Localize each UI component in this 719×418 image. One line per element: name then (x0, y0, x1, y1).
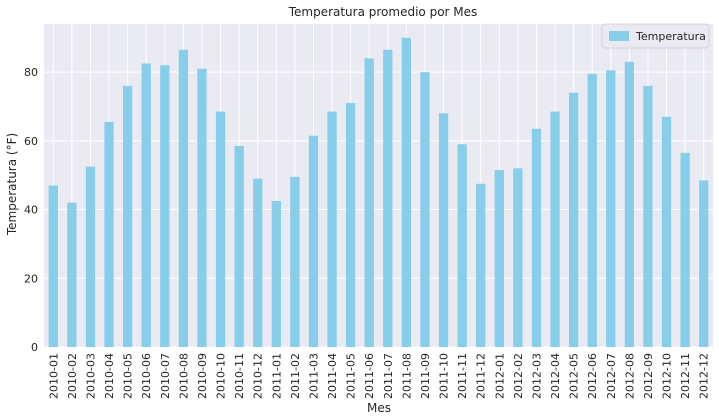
y-tick-label: 80 (24, 66, 38, 79)
x-tick-label: 2012-08 (623, 353, 636, 399)
x-tick-label: 2012-01 (493, 353, 506, 399)
bar (345, 103, 356, 347)
x-tick-label: 2011-08 (400, 353, 413, 399)
bar (253, 178, 263, 347)
y-tick-label: 60 (24, 135, 38, 148)
bar (308, 135, 319, 347)
x-tick-label: 2010-10 (215, 353, 228, 399)
x-tick-label: 2011-09 (419, 353, 432, 399)
x-tick-label: 2010-02 (66, 353, 79, 399)
x-tick-label: 2010-05 (122, 353, 135, 399)
x-tick-label: 2012-10 (661, 353, 674, 399)
bar (587, 73, 597, 348)
bar (606, 70, 616, 347)
bar (513, 168, 523, 347)
x-tick-label: 2011-12 (475, 353, 488, 399)
bar (67, 202, 77, 347)
bar (531, 128, 542, 347)
chart-title: Temperatura promedio por Mes (288, 5, 478, 19)
x-tick-label: 2012-06 (586, 353, 599, 399)
bar (699, 180, 709, 347)
bar (476, 183, 486, 347)
x-tick-label: 2010-04 (103, 353, 116, 399)
x-tick-label: 2011-06 (363, 353, 376, 399)
bar (290, 176, 300, 347)
x-tick-label: 2010-08 (177, 353, 190, 399)
bar (420, 72, 430, 347)
bar (104, 121, 114, 348)
x-tick-label: 2012-09 (642, 353, 655, 399)
legend-swatch (609, 31, 629, 41)
bar (680, 152, 690, 347)
x-tick-label: 2011-02 (289, 353, 302, 399)
x-tick-label: 2011-03 (307, 353, 320, 399)
bar (271, 200, 281, 347)
x-tick-label: 2012-04 (549, 353, 562, 399)
x-tick-label: 2010-07 (159, 353, 172, 399)
x-tick-label: 2012-02 (512, 353, 525, 399)
bar (624, 61, 635, 347)
x-tick-label: 2012-11 (679, 353, 692, 399)
x-tick-label: 2010-06 (140, 353, 153, 399)
bar (122, 85, 133, 347)
x-axis-label: Mes (367, 401, 391, 415)
x-tick-label: 2012-03 (530, 353, 543, 399)
bar (643, 85, 653, 347)
legend-box (601, 23, 710, 49)
x-axis-ticks: 2010-01 2010-02 2010-03 2010-04 2010-05 2010-… (47, 353, 710, 399)
bar (364, 58, 374, 348)
bar (327, 111, 337, 347)
bar (160, 65, 170, 347)
x-tick-label: 2012-07 (605, 353, 618, 399)
legend-label: Temperatura (635, 30, 706, 43)
bar (141, 63, 151, 347)
legend: Temperatura (601, 23, 710, 49)
y-axis-label: Temperatura (°F) (5, 133, 19, 236)
bar (438, 113, 449, 347)
x-tick-label: 2010-01 (47, 353, 60, 399)
y-tick-label: 40 (24, 204, 38, 217)
y-tick-label: 0 (31, 341, 38, 354)
y-tick-label: 20 (24, 272, 38, 285)
y-axis-ticks: 0 20 40 60 80 (24, 66, 38, 354)
x-tick-label: 2010-03 (84, 353, 97, 399)
x-tick-label: 2011-04 (326, 353, 339, 399)
bar (215, 111, 226, 347)
x-tick-label: 2010-11 (233, 353, 246, 399)
bar-series (48, 37, 709, 348)
bar (568, 92, 579, 347)
bar (383, 49, 393, 348)
bar (550, 111, 560, 347)
x-tick-label: 2012-05 (568, 353, 581, 399)
x-tick-label: 2011-10 (438, 353, 451, 399)
bar (197, 68, 207, 347)
x-tick-label: 2010-12 (252, 353, 265, 399)
bar (661, 116, 672, 347)
x-tick-label: 2011-11 (456, 353, 469, 399)
x-tick-label: 2010-09 (196, 353, 209, 399)
x-tick-label: 2012-12 (698, 353, 711, 399)
bar (178, 49, 189, 348)
bar (234, 145, 244, 347)
plot-area (44, 24, 713, 347)
bar (457, 144, 467, 347)
bar (494, 170, 504, 347)
x-tick-label: 2011-01 (270, 353, 283, 399)
bar (401, 37, 412, 347)
x-tick-label: 2011-07 (382, 353, 395, 399)
bar (48, 185, 58, 347)
bar (85, 166, 96, 347)
x-tick-label: 2011-05 (345, 353, 358, 399)
